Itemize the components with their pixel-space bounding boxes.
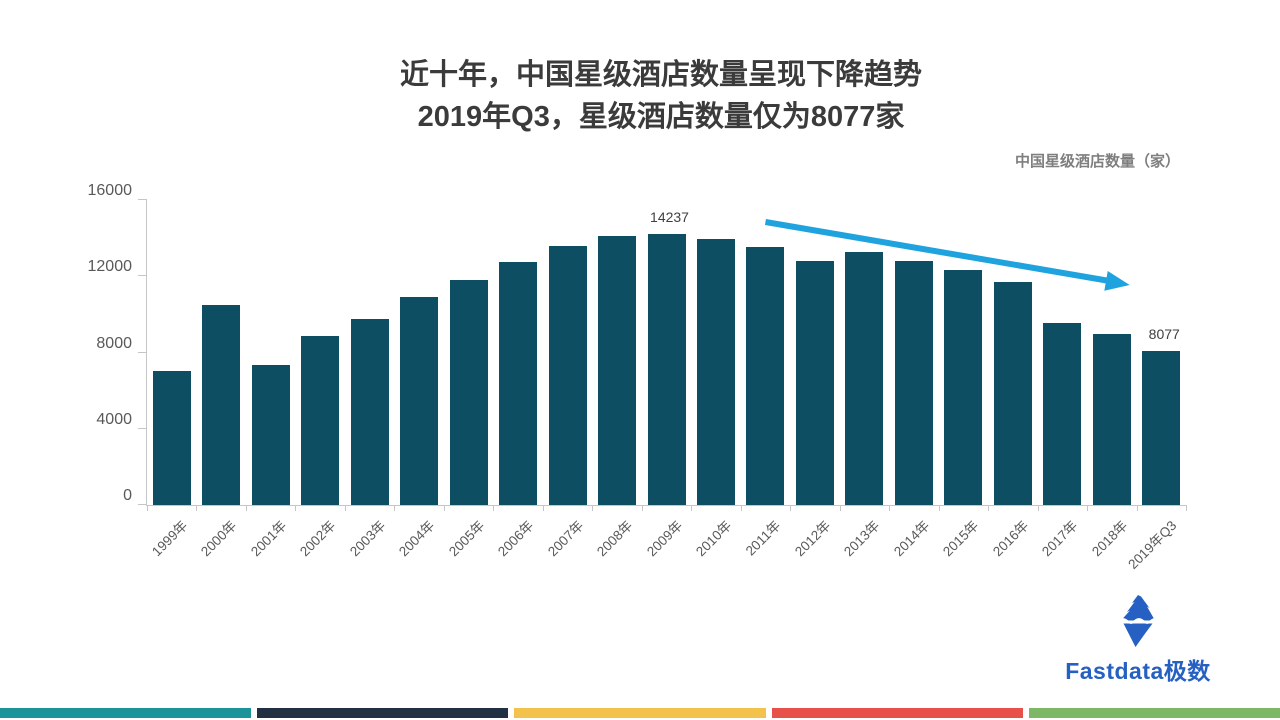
- x-tick-label-2017年: 2017年: [1039, 517, 1081, 560]
- y-tick-label: 12000: [87, 258, 133, 276]
- bar-2007年: [548, 246, 587, 505]
- x-axis-tick: [1037, 505, 1039, 511]
- x-tick-label-2013年: 2013年: [841, 517, 883, 560]
- bar-chart-plot: 0 4000 8000 12000 16000 14237 8077 1999年 2000年 20…: [88, 182, 1187, 572]
- x-tick-label-2019年Q3: 2019年Q3: [1125, 517, 1180, 572]
- footer-color-segment-3: [514, 708, 766, 718]
- x-axis-tick: [1136, 505, 1138, 511]
- y-tick-label: 4000: [96, 410, 132, 428]
- x-tick-label-1999年: 1999年: [148, 517, 191, 560]
- chart-title-line1: 近十年，中国星级酒店数量呈现下降趋势: [399, 59, 922, 91]
- footer-color-strip: [0, 708, 1280, 718]
- x-tick-label-2008年: 2008年: [594, 517, 636, 560]
- footer-color-segment-5: [1028, 708, 1280, 718]
- bar-2018年: [1092, 334, 1131, 505]
- x-tick-label-2000年: 2000年: [198, 517, 240, 560]
- x-axis-tick: [592, 505, 594, 511]
- bar-2000年: [202, 305, 241, 505]
- chart-title-line2: 2019年Q3，星级酒店数量仅为8077家: [417, 101, 905, 133]
- x-axis-tick: [889, 505, 891, 511]
- bar-value-label-2009年: 14237: [650, 208, 689, 225]
- x-tick-label-2009年: 2009年: [643, 517, 685, 560]
- x-tick-label-2016年: 2016年: [989, 517, 1032, 560]
- x-tick-label-2002年: 2002年: [297, 517, 339, 560]
- bar-2004年: [400, 297, 439, 505]
- x-tick-label-2014年: 2014年: [890, 517, 933, 560]
- bar-1999年: [152, 370, 191, 505]
- y-tick-label: 16000: [87, 182, 133, 199]
- x-axis-tick: [988, 505, 990, 511]
- bar-2009年: [647, 233, 686, 505]
- bar-2014年: [894, 260, 933, 505]
- bar-2005年: [449, 279, 488, 505]
- fastdata-logo: Fastdata极数: [1032, 594, 1244, 686]
- bar-2002年: [301, 335, 340, 505]
- y-axis-tick: [138, 275, 147, 277]
- bar-2008年: [598, 236, 637, 505]
- x-tick-label-2011年: 2011年: [743, 517, 784, 559]
- x-axis-tick: [493, 505, 495, 511]
- x-axis-tick: [295, 505, 297, 511]
- bar-2011年: [746, 247, 785, 505]
- x-axis-tick: [641, 505, 643, 511]
- x-axis-tick: [691, 505, 693, 511]
- bar-2003年: [350, 319, 389, 505]
- bar-2019年Q3: [1142, 351, 1181, 505]
- logo-text: Fastdata极数: [1065, 658, 1211, 684]
- x-axis-tick: [1186, 505, 1187, 511]
- bar-2010年: [696, 239, 735, 505]
- bar-value-label-2019年Q3: 8077: [1148, 326, 1180, 343]
- x-tick-label-2006年: 2006年: [495, 517, 537, 560]
- iceberg-icon: [1117, 595, 1161, 647]
- x-tick-label-2010年: 2010年: [693, 517, 735, 560]
- footer-color-segment-2: [257, 708, 509, 718]
- bar-2016年: [993, 282, 1032, 505]
- x-axis-tick: [196, 505, 198, 511]
- bar-2017年: [1043, 323, 1082, 505]
- x-axis-tick: [147, 505, 148, 511]
- x-axis-tick: [790, 505, 792, 511]
- y-axis-tick: [138, 199, 147, 200]
- chart-title: 近十年，中国星级酒店数量呈现下降趋势 2019年Q3，星级酒店数量仅为8077家: [0, 54, 1280, 138]
- y-tick-label: 8000: [96, 334, 132, 352]
- x-axis-tick: [1087, 505, 1089, 511]
- x-axis-tick: [740, 505, 742, 511]
- y-axis-tick: [138, 351, 147, 353]
- x-tick-label-2007年: 2007年: [544, 517, 586, 560]
- bar-2015年: [944, 270, 983, 505]
- x-axis-tick: [443, 505, 445, 511]
- x-tick-label-2018年: 2018年: [1088, 517, 1131, 560]
- x-tick-label-2005年: 2005年: [445, 517, 488, 560]
- bar-2006年: [499, 261, 538, 505]
- x-axis-tick: [245, 505, 247, 511]
- bar-2013年: [845, 251, 884, 505]
- bar-2001年: [251, 364, 290, 505]
- x-axis-tick: [542, 505, 544, 511]
- x-axis-tick: [394, 505, 396, 511]
- x-axis-tick: [839, 505, 841, 511]
- x-tick-label-2004年: 2004年: [396, 517, 438, 560]
- y-tick-label: 0: [123, 487, 132, 504]
- x-tick-label-2015年: 2015年: [940, 517, 982, 560]
- x-tick-label-2003年: 2003年: [346, 517, 389, 560]
- bar-2012年: [795, 260, 834, 505]
- footer-color-segment-4: [771, 708, 1023, 718]
- x-tick-label-2001年: 2001年: [247, 517, 290, 560]
- footer-color-segment-1: [0, 708, 252, 718]
- x-axis-tick: [938, 505, 940, 511]
- y-axis-tick: [138, 504, 147, 505]
- x-axis-tick: [344, 505, 346, 511]
- decline-trend-arrow: [764, 219, 1130, 291]
- x-tick-label-2012年: 2012年: [791, 517, 834, 560]
- series-label: 中国星级酒店数量（家）: [1014, 153, 1180, 170]
- y-axis-tick: [138, 427, 147, 429]
